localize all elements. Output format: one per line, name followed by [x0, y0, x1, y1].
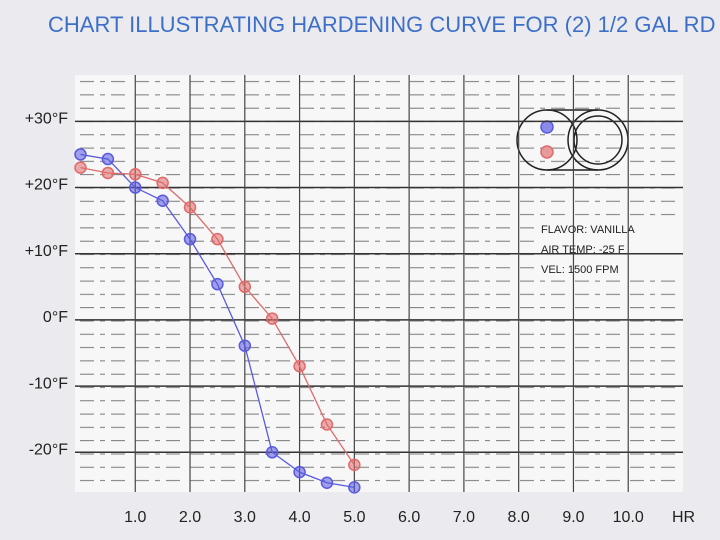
data-point [265, 446, 279, 459]
data-point [320, 476, 334, 489]
x-tick-label: 3.0 [234, 509, 256, 526]
chart-title: CHART ILLUSTRATING HARDENING CURVE FOR (… [48, 12, 715, 37]
y-tick-label: +30°F [25, 111, 69, 128]
y-tick-label: -20°F [29, 442, 69, 459]
data-point [183, 201, 197, 214]
x-tick-label: 2.0 [179, 509, 201, 526]
data-point [183, 232, 197, 246]
minor-grid [75, 75, 683, 492]
x-tick-label: 4.0 [288, 509, 310, 526]
x-tick-label: 8.0 [508, 509, 530, 526]
icon [516, 109, 629, 171]
annotation: AIR TEMP: -25 F [541, 244, 625, 256]
data-point [265, 312, 279, 325]
data-point [74, 148, 87, 161]
data-point [348, 481, 361, 494]
data-point [211, 277, 224, 291]
data-point [320, 418, 334, 431]
x-tick-label: 1.0 [124, 509, 146, 526]
x-tick-label: 9.0 [562, 509, 584, 526]
data-point [156, 176, 169, 190]
data-point [238, 280, 252, 294]
annotation: VEL: 1500 FPM [541, 264, 619, 276]
x-axis-label: HR [672, 509, 695, 526]
y-tick-label: -10°F [29, 375, 69, 392]
x-tick-label: 5.0 [343, 509, 365, 526]
y-tick-label: +20°F [25, 177, 69, 194]
data-point [129, 168, 142, 181]
annotation-box [535, 218, 675, 280]
data-point [129, 181, 142, 194]
x-tick-label: 6.0 [398, 509, 420, 526]
x-tick-label: 7.0 [453, 509, 475, 526]
data-point [156, 194, 169, 208]
data-point [238, 339, 252, 352]
data-point [74, 161, 87, 174]
data-point [101, 166, 115, 180]
y-tick-label: +10°F [25, 243, 69, 260]
data-point [293, 359, 306, 373]
data-point [101, 152, 115, 166]
y-tick-label: 0°F [43, 309, 68, 326]
data-point [293, 465, 306, 479]
annotation: FLAVOR: VANILLA [541, 224, 635, 236]
data-point [211, 232, 224, 246]
x-tick-label: 10.0 [613, 509, 644, 526]
data-point [348, 458, 361, 472]
